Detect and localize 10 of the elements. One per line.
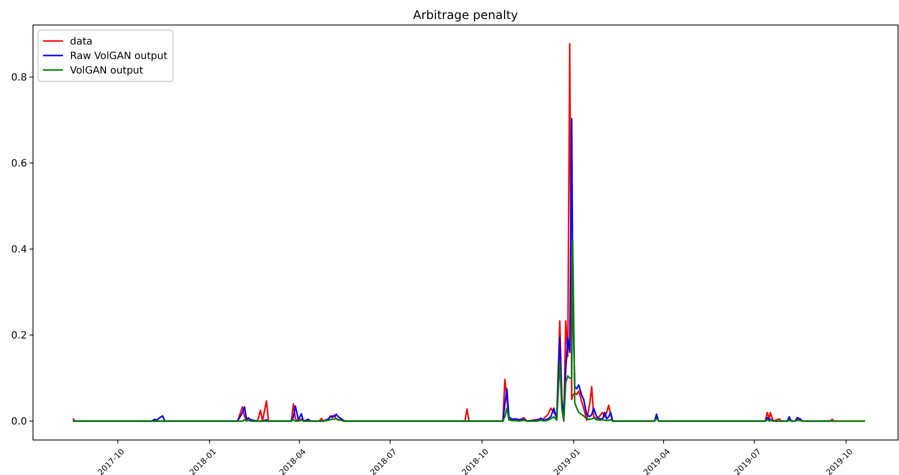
y-tick-label: 0.8: [11, 72, 27, 84]
y-tick-label: 0.6: [11, 158, 27, 170]
y-tick-label: 0.4: [11, 244, 27, 256]
y-tick-label: 0.2: [11, 330, 27, 342]
legend-label: Raw VolGAN output: [70, 51, 168, 62]
line-series: [72, 240, 866, 422]
legend-label: VolGAN output: [70, 66, 144, 76]
y-tick-label: 0.0: [11, 416, 27, 428]
legend-label: data: [70, 36, 93, 48]
chart-title: Arbitrage penalty: [413, 8, 518, 22]
